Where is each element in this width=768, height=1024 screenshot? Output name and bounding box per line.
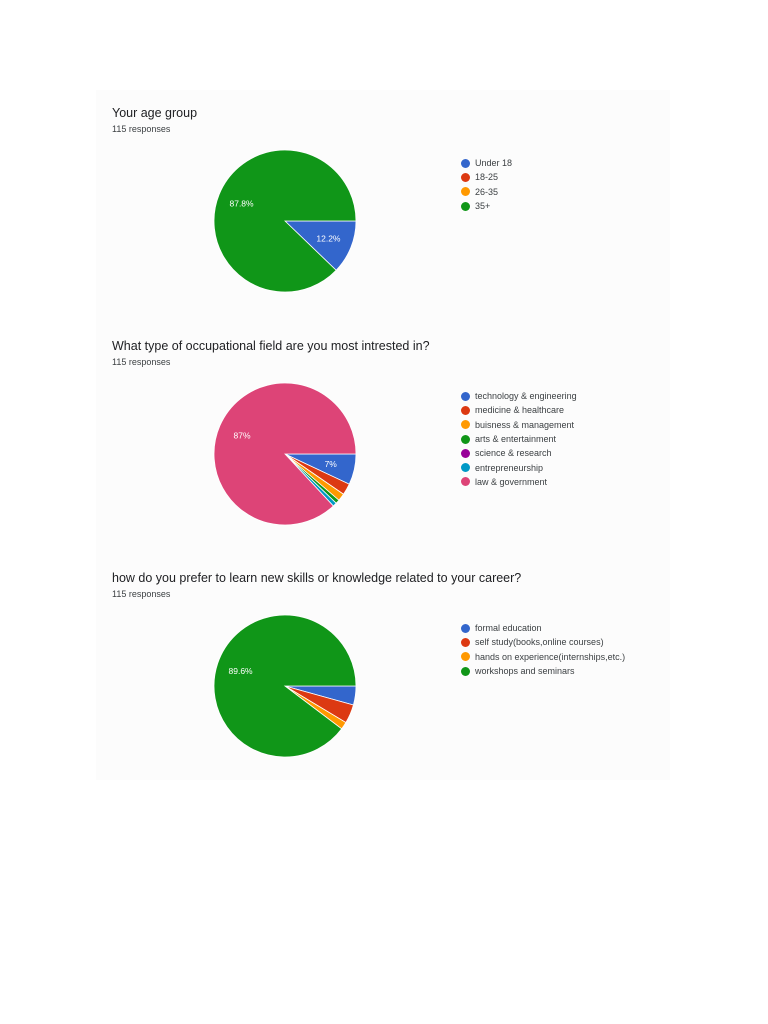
legend-item-arts-entertainment: arts & entertainment <box>461 432 577 446</box>
legend-label: formal education <box>475 623 542 634</box>
legend-swatch <box>461 172 470 182</box>
legend-label: self study(books,online courses) <box>475 637 604 648</box>
chart-age-group: Your age group 115 responses 12.2% 87.8% … <box>112 106 712 338</box>
pie-data-label: 12.2% <box>316 234 341 244</box>
legend-item-buisness-management: buisness & management <box>461 418 577 432</box>
legend-swatch <box>461 420 470 430</box>
legend-label: buisness & management <box>475 419 575 430</box>
pie-slice-35 <box>213 149 357 293</box>
legend-item-technology-engineering: technology & engineering <box>461 389 577 403</box>
legend: formal education self study(books,online … <box>461 621 625 678</box>
legend-swatch <box>461 391 470 401</box>
legend-label: arts & entertainment <box>475 434 557 445</box>
legend-label: technology & engineering <box>475 391 577 402</box>
legend-label: 18-25 <box>475 172 499 183</box>
legend-item-self-study-books-online-courses: self study(books,online courses) <box>461 635 625 649</box>
legend-swatch <box>461 652 470 662</box>
legend-label: Under 18 <box>475 158 513 169</box>
legend-label: entrepreneurship <box>475 462 544 473</box>
legend-swatch <box>461 434 470 444</box>
legend-item-medicine-healthcare: medicine & healthcare <box>461 403 577 417</box>
document-page <box>96 90 670 780</box>
legend-item-entrepreneurship: entrepreneurship <box>461 460 577 474</box>
legend: technology & engineering medicine & healt… <box>461 389 577 489</box>
question-title: What type of occupational field are you … <box>112 339 430 353</box>
legend-label: 26-35 <box>475 186 499 197</box>
legend-swatch <box>461 637 470 647</box>
response-count: 115 responses <box>112 124 171 134</box>
legend-swatch <box>461 158 470 168</box>
legend-item-under-18: Under 18 <box>461 156 512 170</box>
response-count: 115 responses <box>112 589 171 599</box>
legend-item-law-government: law & government <box>461 475 577 489</box>
legend-swatch <box>461 477 470 487</box>
legend-item-hands-on-experience-internships-etc: hands on experience(internships,etc.) <box>461 650 625 664</box>
legend-item-18-25: 18-25 <box>461 170 512 184</box>
pie-slice-workshops-and-seminars <box>213 614 357 758</box>
legend-item-formal-education: formal education <box>461 621 625 635</box>
legend-label: law & government <box>475 476 548 487</box>
pie-chart: 7% 87% <box>213 382 357 526</box>
chart-occupational-field: What type of occupational field are you … <box>112 339 712 571</box>
legend-label: science & research <box>475 448 552 459</box>
legend-label: hands on experience(internships,etc.) <box>475 651 626 662</box>
pie-data-label: 87.8% <box>229 198 254 208</box>
pie-slice-law-government <box>213 382 357 526</box>
legend-item-science-research: science & research <box>461 446 577 460</box>
legend: Under 18 18-25 26-35 35+ <box>461 156 512 213</box>
pie-data-label: 89.6% <box>229 666 254 676</box>
pie-chart: 89.6% <box>213 614 357 758</box>
pie-data-label: 87% <box>234 430 251 440</box>
legend-swatch <box>461 623 470 633</box>
legend-swatch <box>461 201 470 211</box>
legend-item-workshops-and-seminars: workshops and seminars <box>461 664 625 678</box>
question-title: how do you prefer to learn new skills or… <box>112 571 522 585</box>
pie-chart: 12.2% 87.8% <box>213 149 357 293</box>
legend-swatch <box>461 463 470 473</box>
chart-learning-preference: how do you prefer to learn new skills or… <box>112 571 712 803</box>
legend-swatch <box>461 666 470 676</box>
legend-item-26-35: 26-35 <box>461 185 512 199</box>
legend-label: workshops and seminars <box>475 666 575 677</box>
question-title: Your age group <box>112 106 198 120</box>
legend-swatch <box>461 187 470 197</box>
legend-label: 35+ <box>475 201 491 212</box>
legend-swatch <box>461 405 470 415</box>
legend-swatch <box>461 448 470 458</box>
legend-label: medicine & healthcare <box>475 405 565 416</box>
response-count: 115 responses <box>112 357 171 367</box>
pie-data-label: 7% <box>325 459 338 469</box>
legend-item-35: 35+ <box>461 199 512 213</box>
